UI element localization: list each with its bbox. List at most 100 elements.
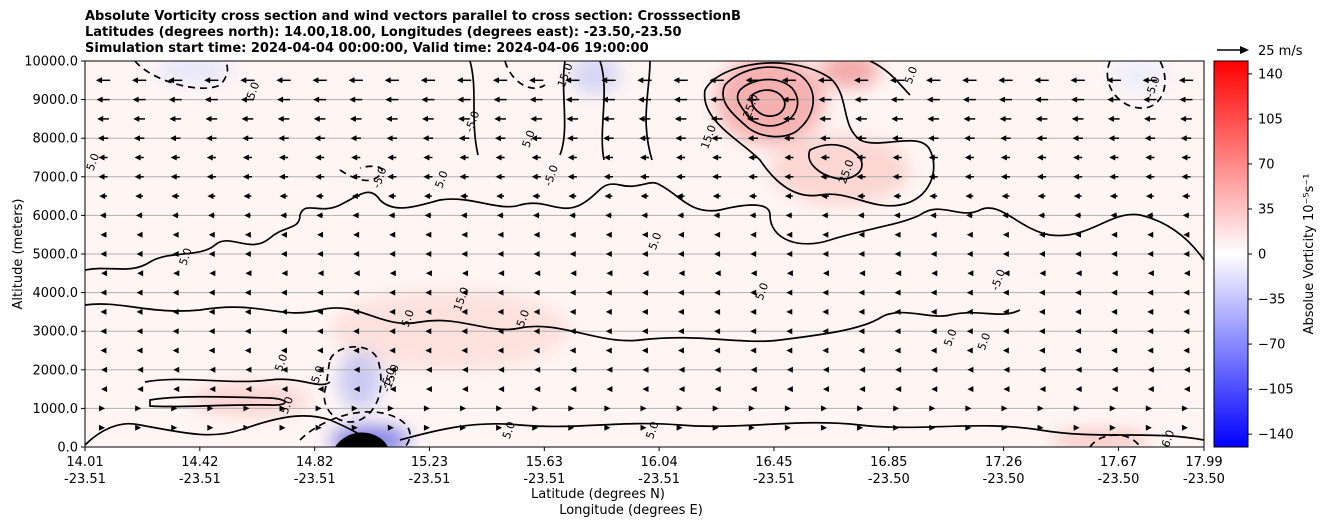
wind-vector <box>750 251 757 257</box>
wind-vector <box>1111 347 1118 354</box>
wind-vector <box>569 328 576 335</box>
wind-vector <box>389 386 396 393</box>
wind-vector <box>1035 115 1048 122</box>
wind-vector <box>348 77 363 84</box>
wind-vector <box>280 328 287 335</box>
wind-vector <box>748 173 758 180</box>
wind-vector <box>385 96 399 103</box>
wind-vector <box>460 212 468 219</box>
x-tick-label-lat: 16.45 <box>755 455 792 470</box>
wind-vector <box>389 251 396 257</box>
contour-line <box>736 78 799 127</box>
wind-vector <box>1111 289 1118 296</box>
wind-vector <box>1183 251 1190 257</box>
wind-vector <box>1183 366 1190 373</box>
wind-vector <box>966 289 973 296</box>
wind-vector <box>98 154 108 161</box>
wind-vector <box>966 308 973 315</box>
wind-vector <box>603 135 614 142</box>
wind-vector <box>1037 424 1044 431</box>
wind-vector <box>818 96 832 103</box>
x-tick-label-lon: -23.51 <box>638 472 680 487</box>
wind-vector <box>206 154 216 161</box>
wind-vector <box>168 77 183 84</box>
contour-label: 5.0 <box>902 65 920 86</box>
wind-vector <box>712 193 721 200</box>
wind-vector <box>786 308 793 315</box>
wind-vector <box>1000 135 1011 142</box>
wind-vector <box>640 193 649 200</box>
wind-vector <box>1181 154 1191 161</box>
wind-vector <box>1147 308 1154 315</box>
wind-vector <box>317 328 324 335</box>
wind-vector <box>100 251 107 257</box>
wind-vector <box>281 366 288 373</box>
wind-vector <box>135 212 143 219</box>
wind-vector <box>819 115 831 122</box>
wind-vector <box>966 212 973 219</box>
y-tick-label: 5000.0 <box>33 248 79 263</box>
wind-vector <box>209 270 216 277</box>
wind-vector <box>498 366 505 373</box>
wind-vector <box>170 173 180 180</box>
wind-vector <box>131 77 147 84</box>
wind-vector <box>853 77 869 84</box>
wind-vector <box>964 154 974 161</box>
wind-vector <box>353 366 360 373</box>
contour-line-negative <box>1089 434 1141 447</box>
wind-vector <box>100 231 107 238</box>
wind-vector <box>859 270 866 277</box>
contour-label: 5.0 <box>941 327 959 348</box>
wind-vector <box>1037 173 1047 180</box>
vorticity-negative-region <box>155 61 235 85</box>
wind-vector <box>966 231 973 238</box>
wind-vector <box>601 77 616 84</box>
wind-vector <box>493 96 507 103</box>
wind-vector <box>313 96 327 103</box>
wind-vector <box>1073 405 1080 412</box>
wind-vector <box>387 424 394 431</box>
wind-vector <box>1147 270 1154 277</box>
wind-vector <box>1038 231 1045 238</box>
wind-vector <box>353 386 360 393</box>
contour-line <box>85 181 1204 271</box>
x-tick-label-lat: 14.42 <box>181 455 218 470</box>
wind-vector <box>135 424 142 431</box>
wind-vector <box>750 308 757 315</box>
wind-vector <box>207 405 214 412</box>
wind-vector <box>280 347 287 354</box>
wind-vector <box>244 231 251 238</box>
wind-vector <box>642 270 649 277</box>
wind-vector <box>786 231 793 238</box>
wind-vector <box>497 231 504 238</box>
wind-vector <box>746 115 759 122</box>
wind-vector <box>967 366 974 373</box>
wind-vector <box>172 308 179 315</box>
wind-vector <box>892 173 902 180</box>
wind-vector <box>1002 251 1009 257</box>
wind-vector <box>317 366 324 373</box>
wind-vector <box>709 77 724 84</box>
wind-vector <box>277 115 290 122</box>
wind-vector <box>930 289 937 296</box>
wind-vector <box>1038 251 1045 257</box>
wind-vector <box>1109 193 1118 200</box>
wind-vector <box>1037 405 1044 412</box>
wind-vector <box>533 328 540 335</box>
wind-vector <box>712 405 719 412</box>
y-tick-label: 9000.0 <box>33 93 79 108</box>
wind-vector <box>855 115 867 122</box>
wind-vector <box>387 154 397 161</box>
wind-vector <box>1111 308 1118 315</box>
wind-vector <box>1075 366 1082 373</box>
wind-vector <box>497 347 504 354</box>
wind-vector <box>100 347 107 354</box>
wind-vector <box>1147 289 1154 296</box>
title-line-3: Simulation start time: 2024-04-04 00:00:… <box>85 41 649 56</box>
wind-vector <box>244 308 251 315</box>
wind-vector <box>858 231 865 238</box>
x-axis: 14.01 -23.51 14.42 -23.51 14.82 -23.51 15.23 -2… <box>64 447 1225 487</box>
contour-label: 5.0 <box>500 420 518 441</box>
wind-vector <box>424 193 432 200</box>
wind-vector <box>315 173 325 180</box>
